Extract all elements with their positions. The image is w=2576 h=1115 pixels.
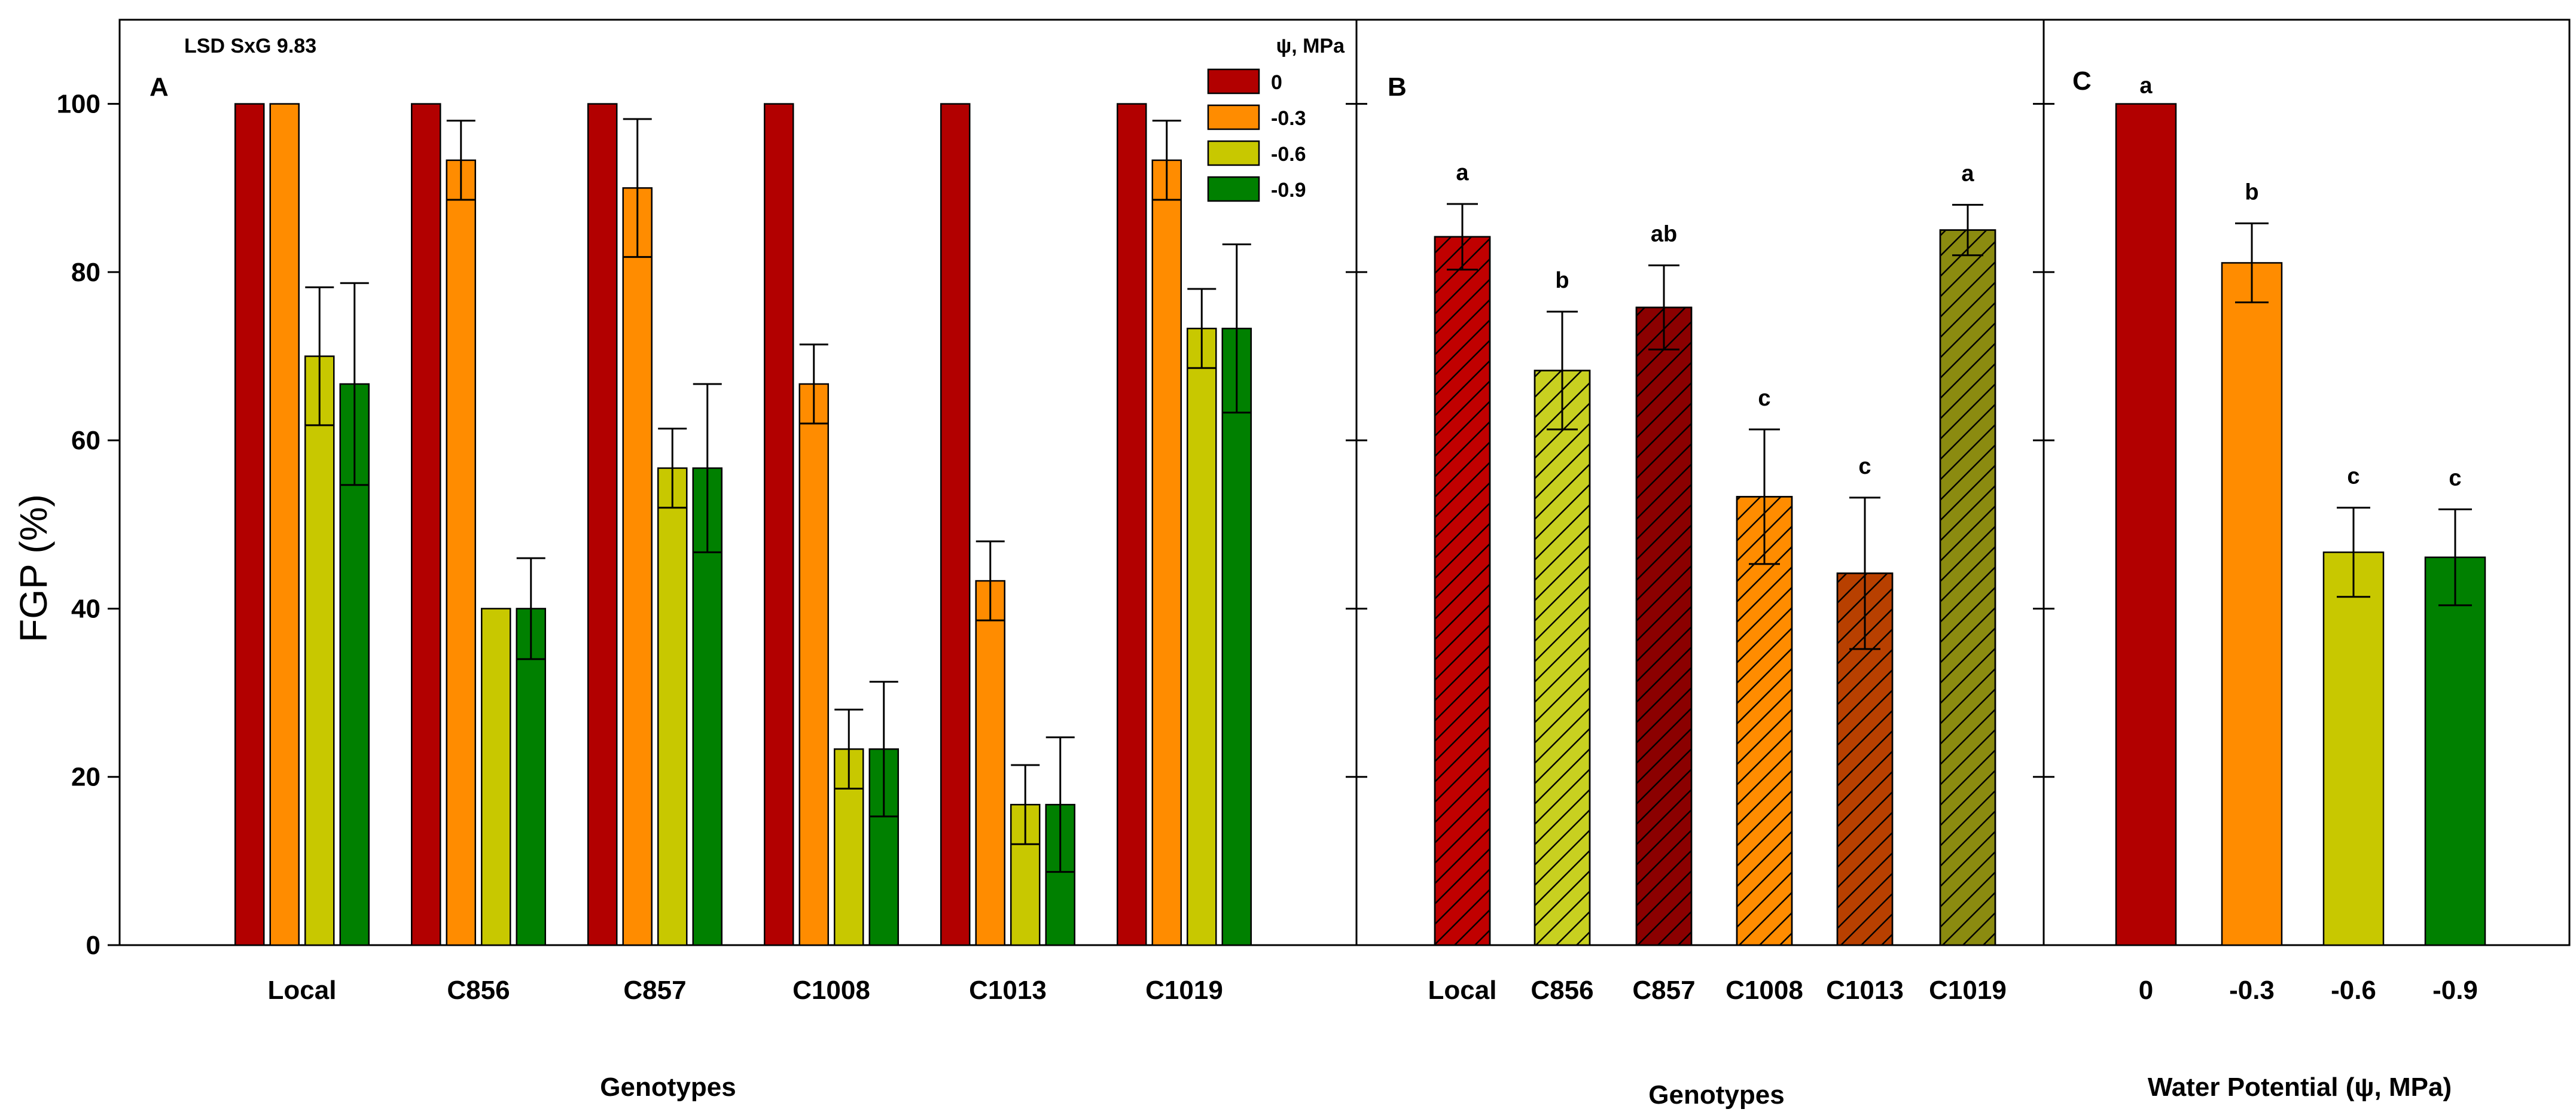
bar-c1013-psi--0.3: [975, 580, 1005, 946]
panel-c: a 0 b -0.3 c -0.6 c -0.9 C Water Potential (ψ, …: [2033, 19, 2571, 1102]
y-axis-label: FGP (%): [12, 494, 55, 642]
significance-letter: b: [1555, 268, 1569, 293]
bar-c1013-psi-0: [940, 103, 971, 946]
legend-label--0.6: -0.6: [1271, 143, 1306, 166]
x-tick-label-c1013: C1013: [1826, 976, 1904, 1005]
bar-c857-psi-0: [587, 103, 618, 946]
legend-swatch-0: [1207, 68, 1260, 95]
bar-c1008-psi--0.3: [798, 383, 829, 946]
significance-letter: b: [2245, 179, 2258, 205]
bar-c1008-psi-0: [764, 103, 794, 946]
legend-swatch--0.3: [1207, 104, 1260, 130]
x-tick-label-local: Local: [268, 976, 337, 1005]
bar-hatch-c857: [1635, 306, 1693, 946]
bar-c1019-psi-0: [1117, 103, 1147, 946]
x-tick-label--0.3: -0.3: [2229, 976, 2275, 1005]
y-tick-label: 40: [71, 594, 100, 623]
bar-psi--0.9: [2424, 556, 2486, 946]
x-tick-label-c1013: C1013: [969, 976, 1047, 1005]
bar-local-psi--0.3: [269, 103, 300, 946]
legend-swatch--0.9: [1207, 176, 1260, 202]
x-tick-label--0.6: -0.6: [2331, 976, 2376, 1005]
x-tick-label--0.9: -0.9: [2432, 976, 2478, 1005]
y-tick-label: 20: [71, 763, 100, 792]
legend-swatch--0.6: [1207, 140, 1260, 166]
panel-b: a Local b C856 ab C857 c C1008 c C1013 a C1019 B Ge…: [1346, 19, 2045, 1110]
bar-c1019-psi--0.6: [1187, 327, 1217, 946]
bar-psi--0.3: [2221, 262, 2283, 946]
x-tick-label-local: Local: [1428, 976, 1497, 1005]
significance-letter: c: [1858, 454, 1871, 479]
significance-letter: c: [2347, 464, 2359, 489]
x-tick-label-c1019: C1019: [1145, 976, 1223, 1005]
significance-letter: ab: [1651, 222, 1677, 247]
bar-c856-psi--0.3: [446, 159, 476, 946]
panel-a-label: A: [150, 72, 169, 102]
x-tick-label-c856: C856: [447, 976, 510, 1005]
bar-c857-psi--0.3: [622, 187, 653, 946]
legend-label--0.9: -0.9: [1271, 179, 1306, 202]
bar-hatch-c1008: [1736, 496, 1793, 946]
x-tick-label-c1008: C1008: [1726, 976, 1803, 1005]
bar-psi-0: [2115, 103, 2177, 946]
legend-label-0: 0: [1271, 71, 1282, 94]
bar-hatch-local: [1434, 236, 1491, 946]
panel-a-x-axis-label: Genotypes: [600, 1073, 736, 1102]
y-tick-label: 60: [71, 426, 100, 455]
y-tick-label: 100: [57, 90, 100, 119]
x-tick-label-c856: C856: [1531, 976, 1593, 1005]
panel-a: 0 20 40 60 80 100 Local C856 C857 C1008 C1013 C101…: [57, 19, 1358, 1102]
bar-c1013-psi--0.9: [1045, 803, 1075, 946]
bar-c856-psi--0.6: [481, 608, 511, 946]
legend: ψ, MPa 0 -0.3 -0.6 -0.9: [1207, 35, 1346, 202]
bar-c856-psi-0: [411, 103, 441, 946]
x-tick-label-c857: C857: [623, 976, 686, 1005]
bar-hatch-c856: [1534, 370, 1591, 946]
significance-letter: a: [1456, 160, 1469, 185]
y-tick-label: 80: [71, 258, 100, 287]
bar-local-psi--0.6: [304, 355, 335, 946]
y-tick-label: 0: [86, 931, 100, 960]
panel-b-label: B: [1388, 72, 1407, 102]
panel-c-frame: [2042, 19, 2571, 946]
panel-c-label: C: [2072, 66, 2092, 96]
panel-b-x-axis-label: Genotypes: [1648, 1080, 1784, 1110]
significance-letter: c: [1758, 386, 1770, 411]
x-tick-label-c857: C857: [1632, 976, 1695, 1005]
bar-c1019-psi--0.3: [1151, 159, 1182, 946]
lsd-annotation: LSD SxG 9.83: [184, 35, 316, 57]
bar-hatch-c1019: [1939, 229, 1996, 946]
x-tick-label-c1008: C1008: [792, 976, 870, 1005]
bar-psi--0.6: [2322, 551, 2385, 946]
x-tick-label-c1019: C1019: [1929, 976, 2007, 1005]
significance-letter: c: [2449, 466, 2461, 491]
legend-title: ψ, MPa: [1276, 35, 1346, 57]
significance-letter: a: [2139, 74, 2153, 99]
significance-letter: a: [1961, 161, 1974, 186]
bar-c857-psi--0.6: [657, 467, 688, 946]
bar-c1019-psi--0.9: [1221, 327, 1252, 946]
bar-local-psi-0: [234, 103, 265, 946]
panel-c-x-axis-label: Water Potential (ψ, MPa): [2148, 1073, 2452, 1102]
x-tick-label-0: 0: [2139, 976, 2153, 1005]
legend-label--0.3: -0.3: [1271, 107, 1306, 130]
